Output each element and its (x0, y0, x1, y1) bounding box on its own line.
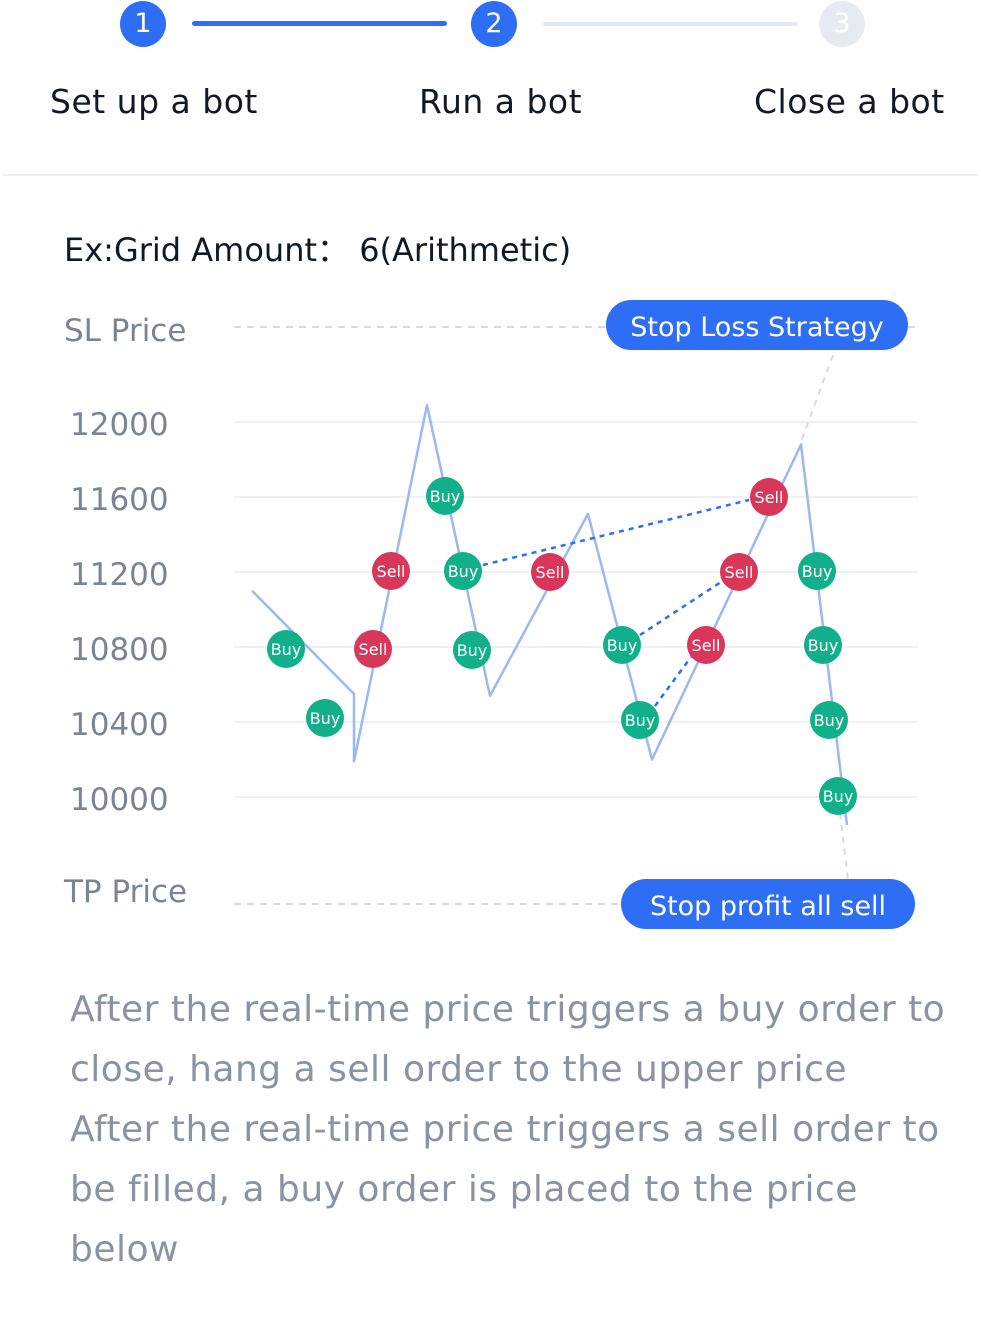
order-marker-label: Buy (607, 636, 638, 655)
explanation-sell: After the real-time price triggers a sel… (70, 1109, 940, 1270)
buy-order-marker: Buy (798, 552, 836, 590)
order-marker-label: Sell (725, 563, 754, 582)
grid-trading-diagram: SL Price TP Price Stop Loss Strategy Sto… (63, 300, 918, 929)
stop-loss-connector (800, 354, 834, 443)
explanation-buy: After the real-time price triggers a buy… (70, 989, 946, 1090)
sl-price-label: SL Price (64, 313, 186, 349)
stepper-divider (3, 174, 978, 176)
sell-order-marker: Sell (354, 630, 392, 668)
sell-order-marker: Sell (531, 553, 569, 591)
step-connector-1 (192, 21, 447, 26)
buy-order-marker: Buy (819, 777, 857, 815)
stop-loss-strategy-button[interactable]: Stop Loss Strategy (606, 300, 908, 350)
stepper: 1 2 3 Set up a bot Run a bot Close a bot (0, 0, 981, 176)
price-tick-label: 10400 (70, 707, 169, 743)
order-marker-label: Sell (359, 640, 388, 659)
buy-order-marker: Buy (306, 699, 344, 737)
order-marker-label: Buy (802, 562, 833, 581)
order-marker-label: Buy (430, 487, 461, 506)
order-marker-label: Buy (814, 711, 845, 730)
step-1-indicator[interactable]: 1 (120, 1, 166, 47)
price-path (251, 403, 849, 826)
order-marker-label: Buy (271, 640, 302, 659)
step-connector-2 (543, 22, 798, 26)
buy-order-marker: Buy (621, 701, 659, 739)
order-marker-label: Buy (457, 641, 488, 660)
sell-order-marker: Sell (372, 552, 410, 590)
price-tick-label: 12000 (70, 407, 169, 443)
order-link (482, 498, 750, 567)
order-link (653, 656, 693, 707)
buy-order-marker: Buy (444, 552, 482, 590)
buy-order-marker: Buy (267, 630, 305, 668)
sell-order-marker: Sell (750, 478, 788, 516)
order-marker-label: Sell (377, 562, 406, 581)
stop-profit-all-sell-label: Stop profit all sell (650, 891, 886, 922)
order-marker-label: Buy (823, 787, 854, 806)
sell-order-marker: Sell (720, 553, 758, 591)
buy-order-marker: Buy (426, 477, 464, 515)
price-tick-label: 10800 (70, 632, 169, 668)
buy-order-marker: Buy (603, 626, 641, 664)
order-marker-label: Buy (625, 711, 656, 730)
step-2-indicator[interactable]: 2 (471, 1, 517, 47)
order-marker-label: Sell (536, 563, 565, 582)
price-tick-label: 10000 (70, 782, 169, 818)
sell-order-marker: Sell (687, 626, 725, 664)
step-1-label: Set up a bot (50, 82, 258, 121)
order-marker-label: Buy (808, 636, 839, 655)
buy-order-marker: Buy (453, 631, 491, 669)
order-marker-label: Sell (692, 636, 721, 655)
step-2-label: Run a bot (419, 82, 583, 121)
tp-price-label: TP Price (63, 874, 187, 910)
order-marker-label: Buy (310, 709, 341, 728)
stop-profit-all-sell-button[interactable]: Stop profit all sell (621, 879, 915, 929)
price-tick-label: 11200 (70, 557, 169, 593)
stop-loss-strategy-label: Stop Loss Strategy (630, 312, 883, 343)
order-marker-label: Sell (755, 488, 784, 507)
grid-amount-heading: Ex:Grid Amount： 6(Arithmetic) (64, 231, 572, 269)
order-marker-label: Buy (448, 562, 479, 581)
buy-order-marker: Buy (810, 701, 848, 739)
explanation-text: After the real-time price triggers a buy… (70, 980, 950, 1280)
order-link (639, 580, 722, 637)
step-3-indicator[interactable]: 3 (819, 1, 865, 47)
step-3-label: Close a bot (754, 82, 945, 121)
price-tick-label: 11600 (70, 482, 169, 518)
buy-order-marker: Buy (804, 626, 842, 664)
